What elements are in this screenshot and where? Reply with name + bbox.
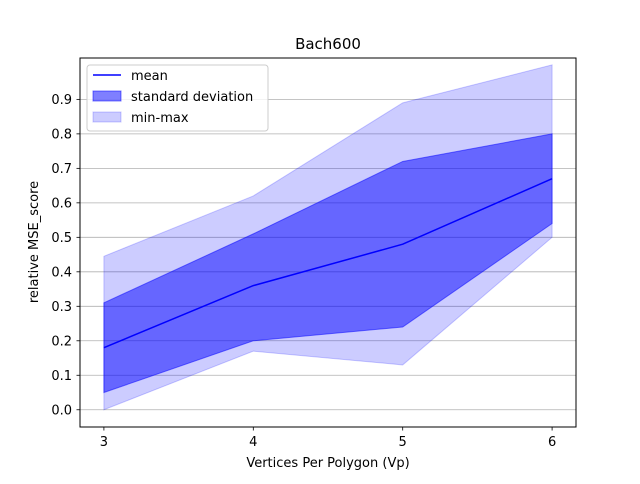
legend-minmax-label: min-max — [131, 111, 189, 126]
y-tick-label: 0.8 — [51, 127, 72, 142]
x-axis-label: Vertices Per Polygon (Vp) — [246, 456, 409, 471]
x-tick-label: 6 — [548, 435, 556, 450]
y-tick-label: 0.7 — [51, 162, 72, 177]
x-tick-label: 3 — [100, 435, 108, 450]
legend-mean-label: mean — [131, 69, 168, 84]
y-tick-label: 0.0 — [51, 403, 72, 418]
legend-minmax-swatch — [93, 112, 121, 122]
legend-std-swatch — [93, 91, 121, 101]
y-tick-label: 0.4 — [51, 265, 72, 280]
legend: mean standard deviation min-max — [87, 65, 268, 131]
y-tick-label: 0.1 — [51, 369, 72, 384]
y-tick-label: 0.5 — [51, 231, 72, 246]
y-tick-label: 0.3 — [51, 300, 72, 315]
x-tick-label: 5 — [399, 435, 407, 450]
y-tick-label: 0.9 — [51, 93, 72, 108]
y-axis-label: relative MSE_score — [27, 181, 42, 303]
legend-std-label: standard deviation — [131, 90, 253, 105]
x-tick-label: 4 — [249, 435, 257, 450]
chart-title: Bach600 — [295, 35, 361, 53]
y-tick-label: 0.6 — [51, 196, 72, 211]
y-tick-label: 0.2 — [51, 334, 72, 349]
